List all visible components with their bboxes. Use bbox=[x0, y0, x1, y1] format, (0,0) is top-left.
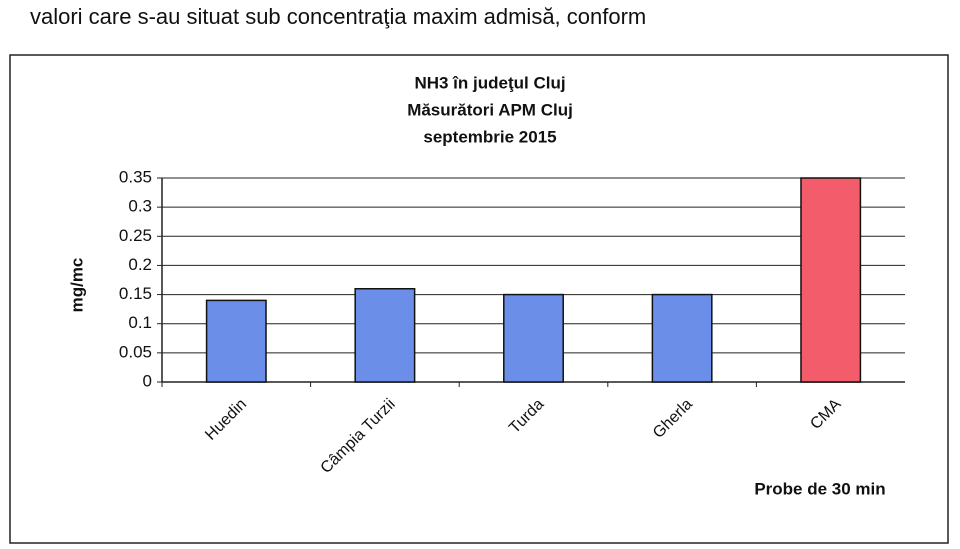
bar bbox=[800, 177, 862, 383]
y-tick-label: 0.3 bbox=[128, 197, 152, 216]
bar bbox=[354, 287, 416, 383]
x-tick-label: Turda bbox=[506, 396, 547, 437]
bar bbox=[651, 293, 713, 383]
y-axis-label: mg/mc bbox=[67, 258, 86, 313]
y-tick-label: 0.2 bbox=[128, 255, 152, 274]
chart-title: septembrie 2015 bbox=[423, 127, 556, 146]
x-tick-label: Gherla bbox=[650, 396, 696, 442]
bar bbox=[503, 293, 564, 383]
x-tick-label: CMA bbox=[807, 396, 844, 433]
y-tick-label: 0 bbox=[143, 371, 152, 390]
x-axis-label: Probe de 30 min bbox=[754, 479, 885, 498]
chart-title: Măsurători APM Cluj bbox=[407, 100, 573, 119]
y-tick-label: 0.05 bbox=[119, 342, 152, 361]
bar bbox=[205, 299, 267, 383]
chart-frame bbox=[9, 54, 949, 544]
x-tick-label: Huedin bbox=[202, 396, 250, 444]
x-tick-label: Câmpia Turzii bbox=[318, 396, 399, 477]
y-tick-label: 0.15 bbox=[119, 284, 152, 303]
chart-title: NH3 în judeţul Cluj bbox=[414, 73, 565, 92]
y-tick-label: 0.1 bbox=[128, 313, 152, 332]
header-text: valori care s-au situat sub concentraţia… bbox=[30, 4, 646, 29]
y-tick-label: 0.35 bbox=[119, 167, 152, 186]
y-tick-label: 0.25 bbox=[119, 226, 152, 245]
